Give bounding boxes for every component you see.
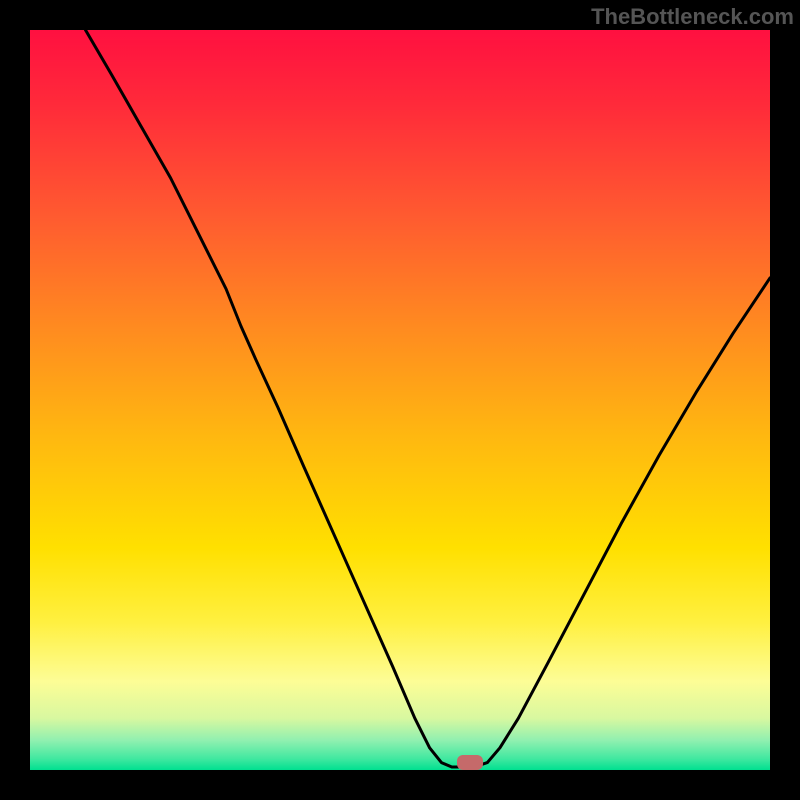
watermark-text: TheBottleneck.com xyxy=(591,4,794,30)
bottleneck-curve xyxy=(30,30,770,770)
minimum-marker xyxy=(457,755,483,770)
plot-area xyxy=(30,30,770,770)
